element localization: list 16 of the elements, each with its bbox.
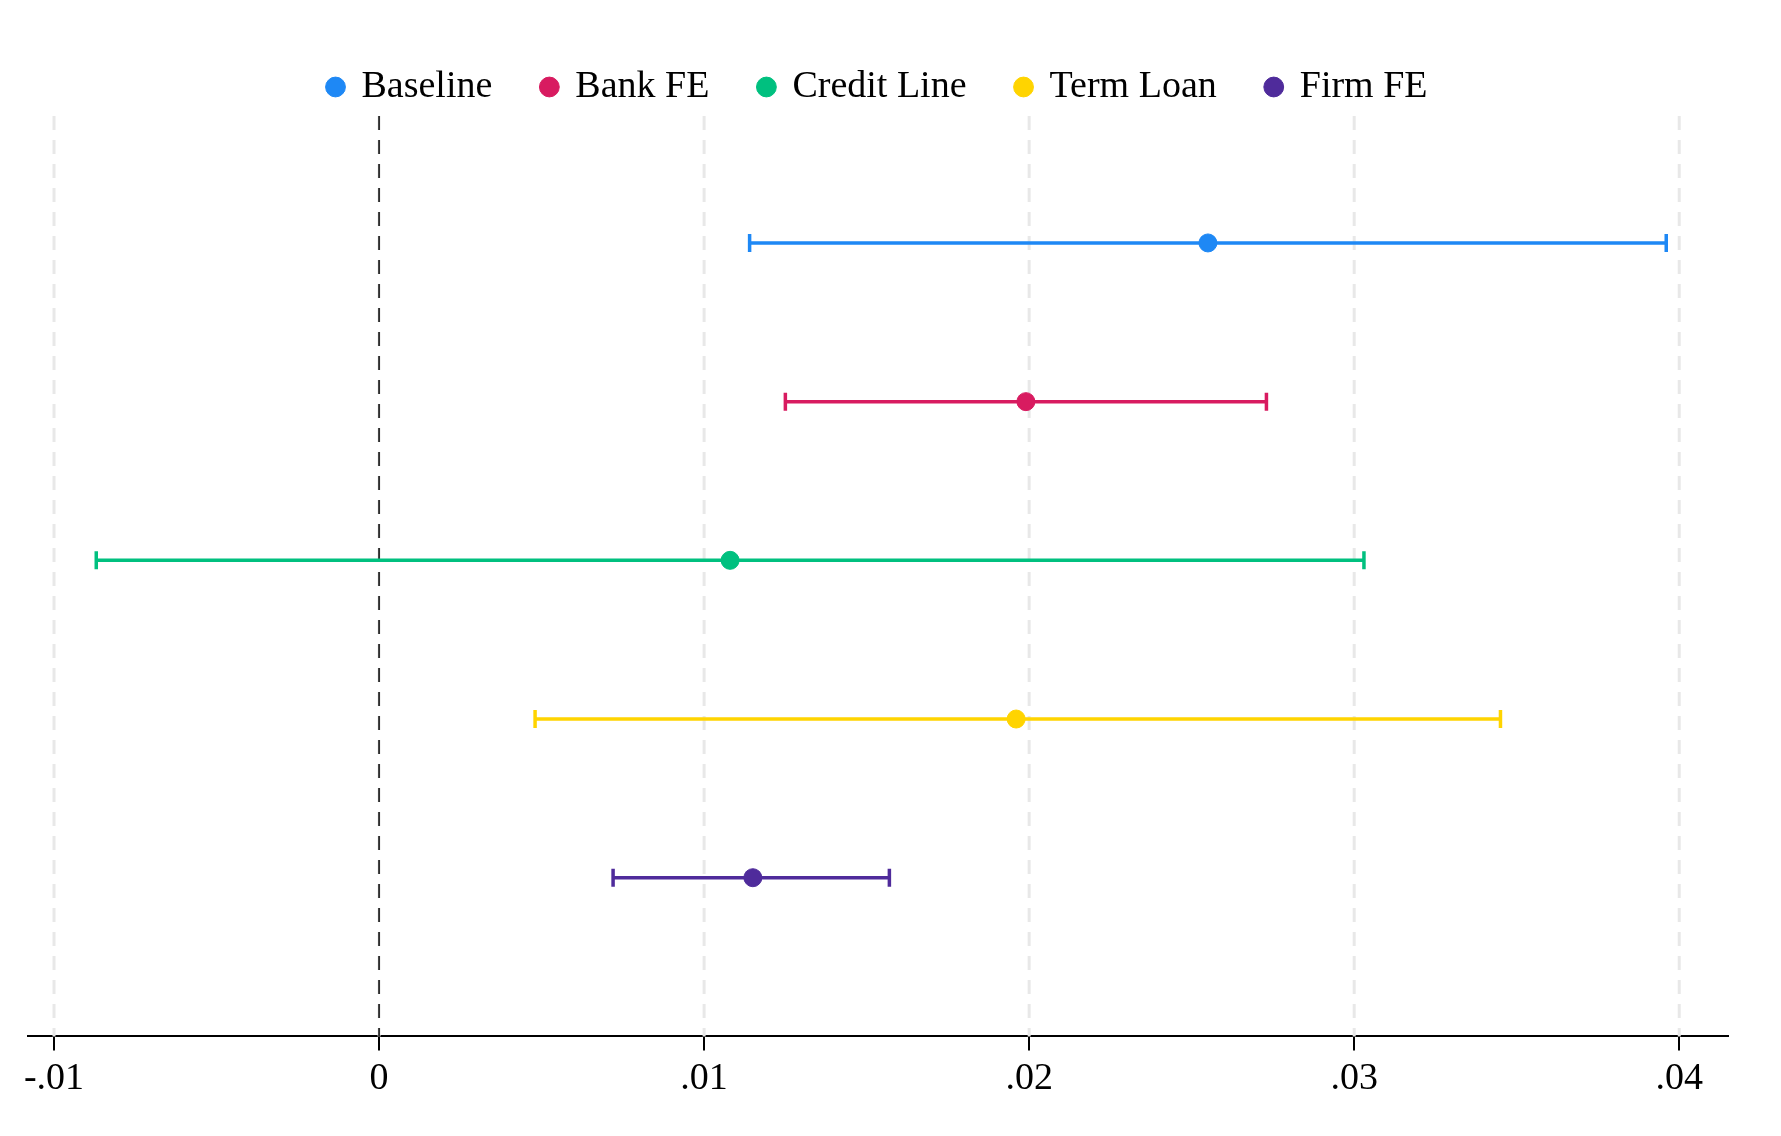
legend-label: Baseline — [361, 62, 493, 105]
x-tick-label: .03 — [1330, 1055, 1378, 1098]
legend-label: Credit Line — [792, 62, 967, 105]
x-tick-label: .01 — [680, 1055, 728, 1098]
point — [1198, 233, 1218, 253]
legend-label: Term Loan — [1049, 62, 1217, 105]
legend-label: Firm FE — [1299, 62, 1428, 105]
point — [1006, 709, 1026, 729]
point — [1016, 392, 1036, 412]
point — [720, 550, 740, 570]
x-tick-label: 0 — [369, 1055, 389, 1098]
x-tick-label: -.01 — [23, 1055, 85, 1098]
x-tick-label: .04 — [1655, 1055, 1703, 1098]
x-tick-label: .02 — [1005, 1055, 1053, 1098]
point — [743, 868, 763, 888]
legend-label: Bank FE — [575, 62, 710, 105]
